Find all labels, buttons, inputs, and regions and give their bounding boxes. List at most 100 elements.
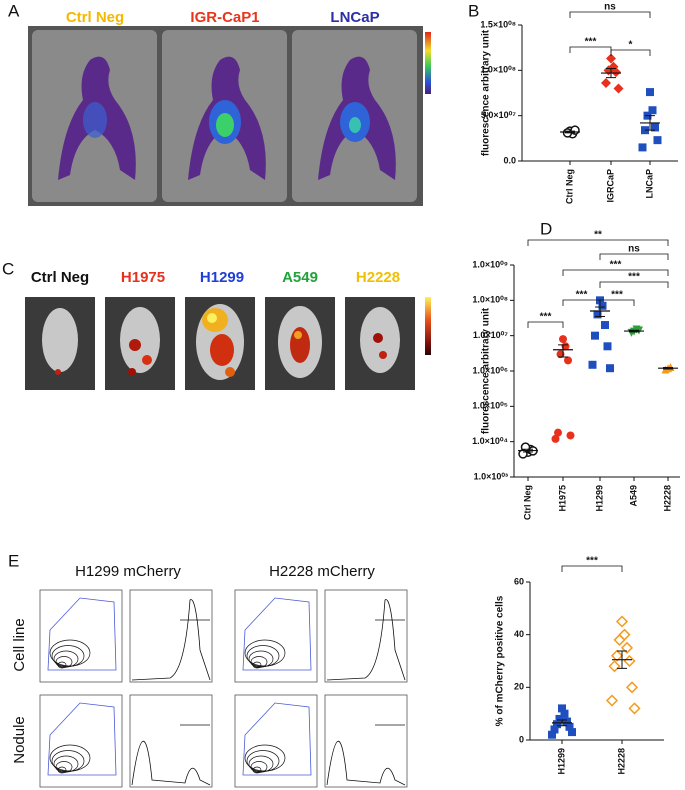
significance-label: ***	[610, 260, 622, 271]
data-point	[563, 717, 571, 726]
significance-label: ***	[540, 312, 552, 323]
contour-plot	[39, 694, 123, 788]
x-tick-label: H2228	[616, 748, 626, 775]
histogram	[131, 740, 211, 786]
data-point	[564, 356, 572, 365]
data-point	[554, 428, 562, 437]
sample-label: H1299	[200, 269, 244, 286]
contour	[248, 650, 274, 668]
contour	[53, 650, 79, 668]
significance-bracket	[569, 46, 612, 53]
panel-letter: C	[2, 259, 14, 278]
significance-label: ***	[611, 290, 623, 301]
error-bar	[617, 650, 627, 669]
significance-bracket	[527, 239, 669, 246]
x-tick-label: IGRCaP	[605, 169, 615, 203]
significance-bracket	[569, 11, 651, 18]
gate	[47, 597, 117, 671]
data-point	[588, 360, 597, 369]
data-point	[565, 722, 574, 731]
contour-plot	[39, 589, 123, 683]
x-tick-label: LNCaP	[644, 169, 654, 199]
significance-bracket	[610, 49, 651, 56]
data-point	[620, 641, 634, 654]
significance-bracket	[527, 321, 564, 328]
x-tick-label: Ctrl Neg	[522, 485, 532, 520]
data-point	[648, 106, 657, 115]
panel-title: H2228 mCherry	[269, 563, 375, 580]
histogram-plot	[129, 694, 213, 788]
data-point	[625, 681, 639, 694]
panel-title: H1299 mCherry	[75, 563, 181, 580]
contour	[49, 639, 91, 667]
y-tick-label: 0	[519, 734, 524, 744]
significance-bracket	[599, 281, 669, 288]
y-axis-label: fluorescence arbitrary unit	[481, 307, 492, 434]
contour	[246, 750, 280, 772]
data-point	[651, 123, 659, 132]
significance-label: ***	[585, 37, 597, 48]
x-tick-label: H1975	[557, 485, 567, 512]
mouse-image	[32, 30, 157, 202]
data-point	[615, 615, 629, 628]
error-bar	[629, 329, 639, 333]
y-tick-label: 1.0×10⁰³	[474, 471, 508, 481]
data-point	[593, 310, 602, 319]
sample-label: Ctrl Neg	[31, 269, 89, 286]
gate	[47, 702, 117, 776]
x-tick-label: A549	[628, 485, 638, 507]
sample-label: IGR-CaP1	[190, 9, 259, 26]
mouse-image	[25, 297, 95, 390]
gate	[242, 702, 312, 776]
y-tick-label: 20	[514, 682, 524, 692]
chart: % of mCherry positive cells 0 20 40 60 H1299 H…	[495, 556, 664, 775]
y-tick-label: 5.0×10⁰⁷	[481, 110, 516, 120]
mouse-image	[265, 297, 335, 390]
data-point	[613, 633, 626, 646]
data-point	[610, 649, 624, 662]
histogram-plot	[324, 694, 408, 788]
row-label: Cell line	[11, 618, 28, 671]
significance-label: *	[629, 40, 633, 51]
gate	[242, 597, 312, 671]
histogram-plot	[324, 589, 408, 683]
error-bar	[565, 130, 575, 134]
data-point	[601, 321, 609, 330]
flow-plots	[39, 589, 408, 788]
data-point	[548, 730, 556, 739]
significance-bracket	[599, 299, 635, 306]
error-bar	[645, 115, 655, 131]
error-bar	[595, 306, 605, 317]
y-tick-label: 40	[514, 629, 524, 639]
panel-letter: A	[8, 1, 20, 20]
sample-label: Ctrl Neg	[66, 9, 124, 26]
histogram	[326, 740, 406, 786]
data-point	[551, 434, 560, 443]
significance-bracket	[562, 269, 669, 276]
contour-plot	[234, 694, 318, 788]
data-point	[553, 720, 561, 729]
data-point	[638, 143, 647, 152]
data-point	[568, 728, 576, 737]
y-tick-label: 1.0×10⁰⁹	[472, 259, 508, 269]
data-point	[555, 714, 564, 723]
significance-bracket	[562, 299, 601, 306]
mouse-image	[185, 297, 255, 390]
error-bar	[558, 344, 568, 358]
contour	[248, 755, 274, 773]
x-tick-label: H1299	[556, 748, 566, 775]
data-point	[611, 67, 621, 78]
error-bar	[523, 448, 533, 453]
data-point	[608, 660, 621, 673]
contour	[51, 750, 85, 772]
imaging-panel-c	[25, 297, 431, 390]
error-bar	[606, 68, 616, 79]
error-bar	[557, 719, 567, 727]
panel-letter: B	[468, 1, 479, 20]
panel-letter: D	[540, 219, 552, 238]
data-point	[601, 78, 611, 89]
significance-label: ***	[586, 556, 598, 567]
x-tick-label: H1299	[594, 485, 604, 512]
